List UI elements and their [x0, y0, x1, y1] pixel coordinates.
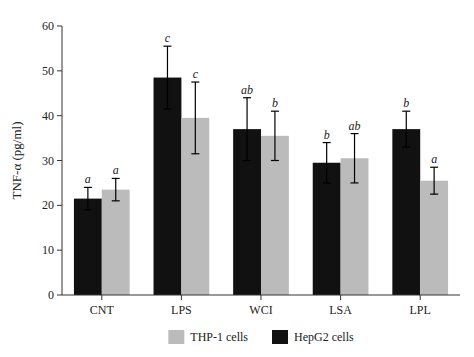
x-tick-label: LPL: [410, 303, 431, 317]
x-tick: [181, 295, 182, 300]
error-cap: [351, 133, 359, 134]
error-line: [326, 143, 327, 183]
y-tick: [57, 295, 62, 296]
y-tick: [57, 70, 62, 71]
error-line: [115, 178, 116, 200]
legend-label: HepG2 cells: [294, 330, 354, 344]
legend-swatch: [272, 330, 288, 344]
significance-label: c: [193, 67, 199, 81]
y-tick-label: 10: [42, 243, 54, 257]
error-line: [434, 167, 435, 194]
y-tick-label: 60: [42, 19, 54, 33]
legend: THP-1 cells HepG2 cells: [168, 330, 354, 344]
error-cap: [243, 160, 251, 161]
error-line: [195, 82, 196, 154]
bar: [392, 129, 420, 295]
y-tick-label: 20: [42, 198, 54, 212]
significance-label: ab: [349, 119, 361, 133]
chart: 0 10 20 30 40 50 60 TNF-α (pg/ml) a c ab b b a c b ab a CN…: [0, 0, 474, 357]
bar: [74, 199, 102, 295]
error-bar: [243, 98, 251, 161]
error-cap: [351, 182, 359, 183]
y-axis-label: TNF-α (pg/ml): [9, 122, 24, 200]
significance-label: b: [324, 128, 330, 142]
error-cap: [402, 111, 410, 112]
error-line: [274, 111, 275, 160]
x-tick: [420, 295, 421, 300]
error-cap: [84, 209, 92, 210]
significance-label: a: [431, 152, 437, 166]
error-line: [406, 111, 407, 147]
error-cap: [271, 111, 279, 112]
error-bar: [402, 111, 410, 147]
error-line: [167, 46, 168, 109]
error-cap: [191, 81, 199, 82]
error-bar: [271, 111, 279, 160]
y-axis: [62, 26, 63, 295]
y-tick-label: 40: [42, 109, 54, 123]
error-bar: [191, 82, 199, 154]
error-bar: [84, 187, 92, 209]
y-tick: [57, 160, 62, 161]
error-cap: [191, 153, 199, 154]
x-tick: [261, 295, 262, 300]
plot-area: [74, 46, 448, 295]
y-tick: [57, 115, 62, 116]
error-cap: [243, 97, 251, 98]
x-tick: [101, 295, 102, 300]
error-cap: [271, 160, 279, 161]
error-bar: [351, 134, 359, 183]
bar: [154, 78, 182, 295]
x-tick-label: LSA: [329, 303, 352, 317]
error-line: [354, 134, 355, 183]
bar: [420, 181, 448, 295]
significance-label: c: [165, 31, 171, 45]
y-tick-label: 30: [42, 154, 54, 168]
significance-label: a: [85, 172, 91, 186]
error-line: [87, 187, 88, 209]
y-tick-label: 0: [48, 288, 54, 302]
x-tick: [340, 295, 341, 300]
error-bar: [323, 143, 331, 183]
legend-item: HepG2 cells: [272, 330, 354, 344]
y-tick: [57, 205, 62, 206]
x-tick-label: LPS: [171, 303, 192, 317]
legend-item: THP-1 cells: [168, 330, 248, 344]
x-tick-label: WCI: [249, 303, 272, 317]
bar: [102, 190, 130, 295]
error-cap: [402, 146, 410, 147]
significance-label: ab: [241, 83, 253, 97]
significance-label: b: [403, 96, 409, 110]
error-bar: [112, 178, 120, 200]
error-bar: [163, 46, 171, 109]
legend-label: THP-1 cells: [190, 330, 248, 344]
error-cap: [323, 142, 331, 143]
y-tick: [57, 250, 62, 251]
bar: [313, 163, 341, 295]
error-cap: [430, 194, 438, 195]
error-cap: [84, 187, 92, 188]
error-cap: [430, 167, 438, 168]
y-tick: [57, 26, 62, 27]
significance-label: a: [113, 163, 119, 177]
error-cap: [112, 200, 120, 201]
y-tick-label: 50: [42, 64, 54, 78]
legend-swatch: [168, 330, 184, 344]
error-cap: [163, 46, 171, 47]
significance-label: b: [272, 96, 278, 110]
error-cap: [323, 182, 331, 183]
error-line: [246, 98, 247, 161]
error-cap: [112, 178, 120, 179]
error-bar: [430, 167, 438, 194]
error-cap: [163, 108, 171, 109]
x-tick-label: CNT: [90, 303, 115, 317]
